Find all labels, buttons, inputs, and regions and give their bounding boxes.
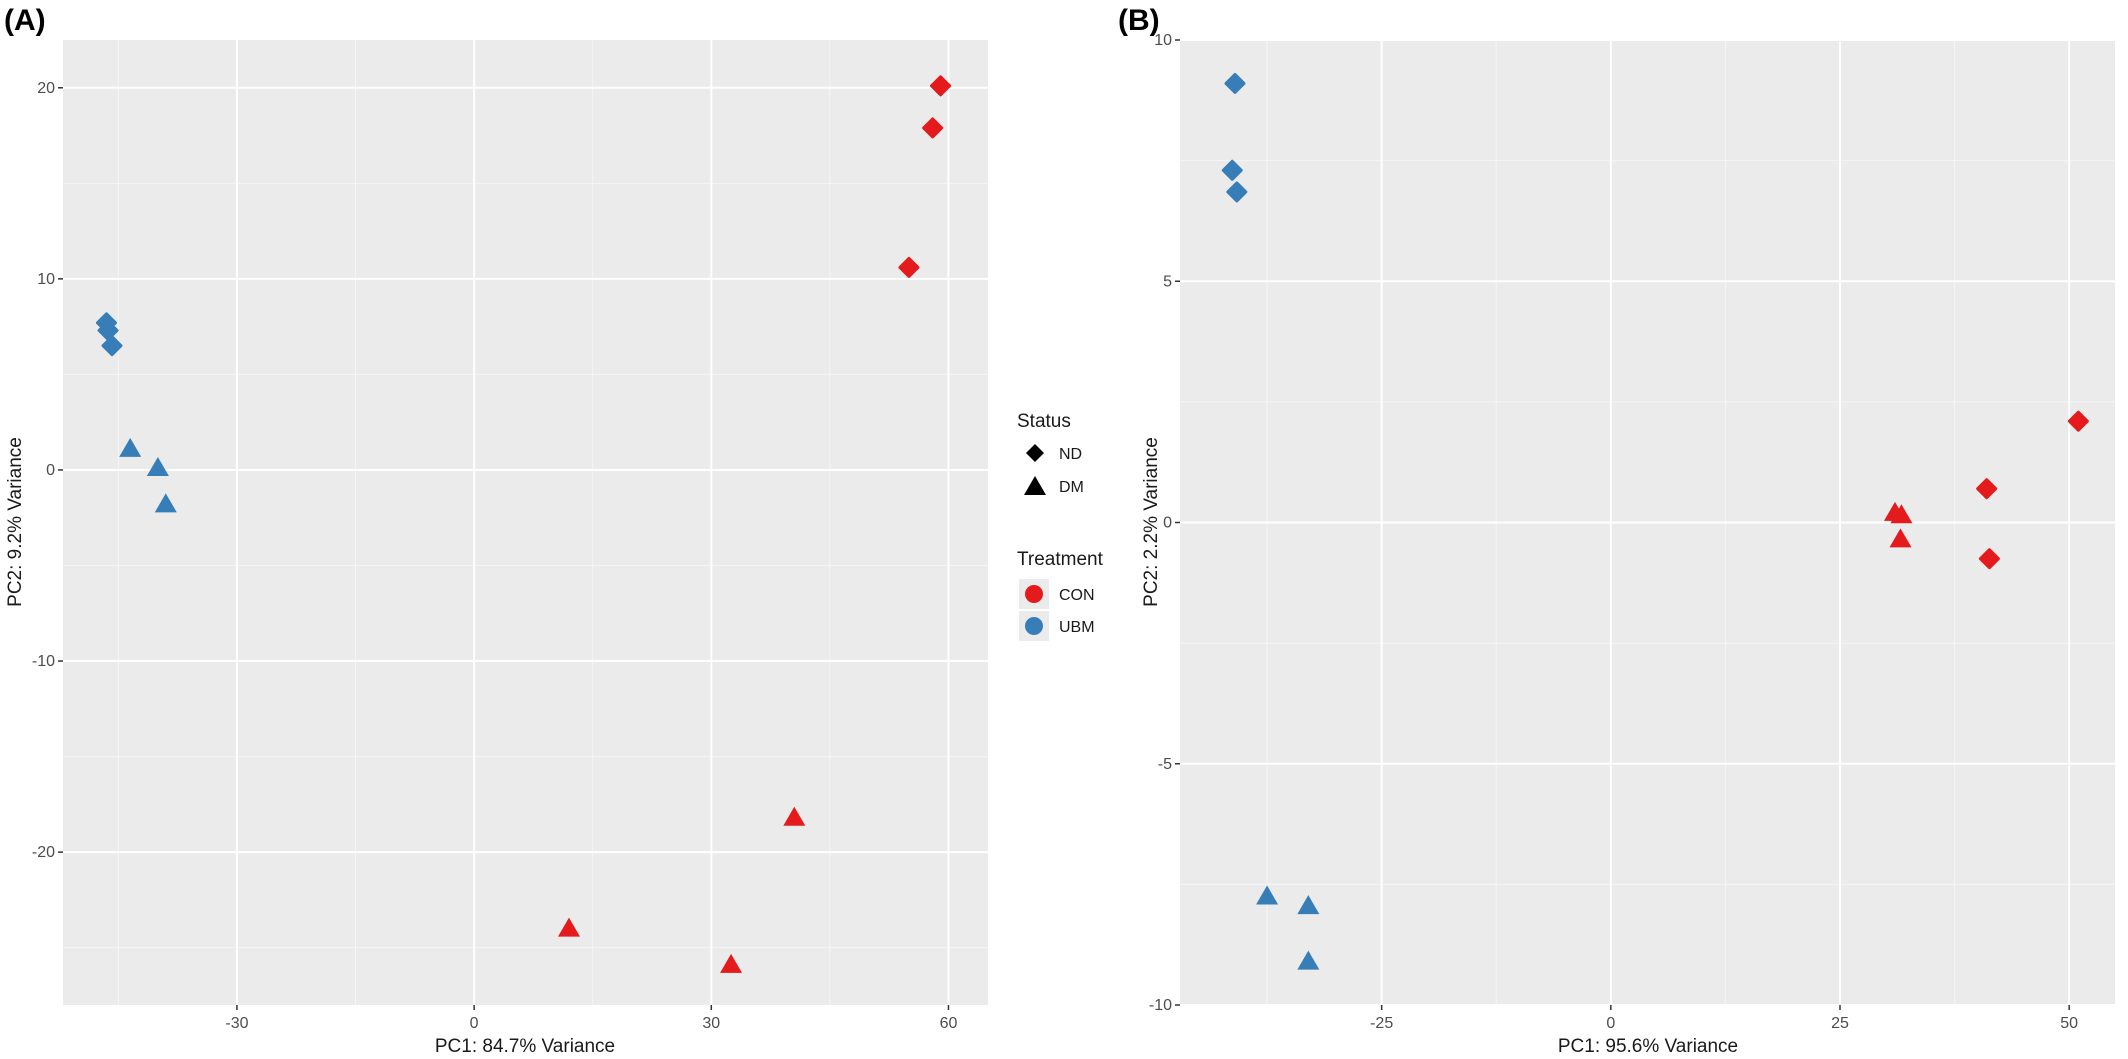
x-tick-label: 0 (1606, 1015, 1615, 1032)
y-tick-label: 0 (46, 462, 55, 479)
y-tick-label: -10 (1149, 997, 1172, 1014)
data-point-nd-con (2067, 410, 2089, 432)
x-tick-label: 0 (470, 1015, 479, 1032)
x-tick-label: -25 (1370, 1015, 1393, 1032)
legend-con-key-icon (1025, 585, 1043, 603)
legend-con-label: CON (1059, 587, 1095, 604)
panel-a-label: (A) (4, 4, 46, 37)
panel-b-x-ticks: -25 0 25 50 (1370, 1005, 2078, 1032)
panel-a-y-ticks: -20 -10 0 10 20 (32, 80, 63, 861)
legend: Status ND DM Treatment CON UBM (1017, 411, 1104, 641)
data-point-nd-ubm (1221, 159, 1243, 181)
panel-b-y-ticks: -10 -5 0 5 10 (1149, 32, 1180, 1014)
data-point-dm-con (557, 917, 580, 937)
panel-a-grid (63, 40, 988, 1005)
data-point-nd-con (1976, 478, 1998, 500)
data-point-nd-ubm (101, 335, 123, 357)
y-tick-label: -10 (32, 653, 55, 670)
panel-a-y-axis-title: PC2: 9.2% Variance (5, 437, 26, 607)
panel-b: (B) -25 0 25 50 -10 -5 0 5 10 PC1: 95.6% Varian… (1118, 4, 2115, 1057)
data-point-dm-ubm (146, 457, 169, 477)
panel-b-points (1221, 72, 2089, 970)
data-point-dm-ubm (154, 493, 177, 513)
data-point-nd-ubm (1224, 72, 1246, 94)
x-tick-label: 50 (2060, 1015, 2078, 1032)
data-point-dm-con (1889, 528, 1912, 548)
data-point-nd-con (922, 117, 944, 139)
panel-a: (A) -30 0 30 60 -20 -10 0 10 20 PC1: 84.7% Vari… (4, 4, 988, 1057)
panel-b-grid (1180, 39, 2115, 1006)
panel-a-x-ticks: -30 0 30 60 (225, 1005, 957, 1032)
y-tick-label: 10 (37, 271, 55, 288)
data-point-nd-con (1978, 548, 2000, 570)
legend-status-title: Status (1017, 411, 1071, 432)
panel-b-x-axis-title: PC1: 95.6% Variance (1558, 1036, 1738, 1057)
legend-ubm-key-icon (1025, 617, 1043, 635)
data-point-dm-ubm (1297, 895, 1320, 915)
y-tick-label: 10 (1154, 32, 1172, 49)
legend-nd-key-icon (1026, 444, 1044, 462)
data-point-dm-ubm (119, 437, 142, 457)
data-point-dm-con (783, 806, 806, 826)
legend-treatment-title: Treatment (1017, 549, 1104, 570)
y-tick-label: 20 (37, 80, 55, 97)
data-point-dm-ubm (1297, 950, 1320, 970)
x-tick-label: 60 (940, 1015, 958, 1032)
panel-b-label: (B) (1118, 4, 1160, 37)
legend-ubm-label: UBM (1059, 619, 1095, 636)
panel-b-y-axis-title: PC2: 2.2% Variance (1141, 437, 1162, 607)
y-tick-label: -5 (1158, 756, 1172, 773)
x-tick-label: -30 (225, 1015, 248, 1032)
panel-a-points (95, 75, 952, 973)
y-tick-label: -20 (32, 844, 55, 861)
data-point-dm-con (1890, 504, 1913, 524)
data-point-nd-con (898, 256, 920, 278)
x-tick-label: 25 (1831, 1015, 1849, 1032)
data-point-dm-ubm (1256, 885, 1279, 905)
data-point-nd-ubm (1226, 181, 1248, 203)
x-tick-label: 30 (702, 1015, 720, 1032)
y-tick-label: 0 (1163, 515, 1172, 532)
legend-dm-label: DM (1059, 479, 1084, 496)
data-point-dm-con (720, 953, 743, 973)
panel-a-plot-area (63, 40, 988, 1005)
data-point-nd-con (930, 75, 952, 97)
legend-nd-label: ND (1059, 446, 1082, 463)
panel-a-x-axis-title: PC1: 84.7% Variance (435, 1036, 615, 1057)
y-tick-label: 5 (1163, 273, 1172, 290)
legend-dm-key-icon (1024, 476, 1046, 495)
